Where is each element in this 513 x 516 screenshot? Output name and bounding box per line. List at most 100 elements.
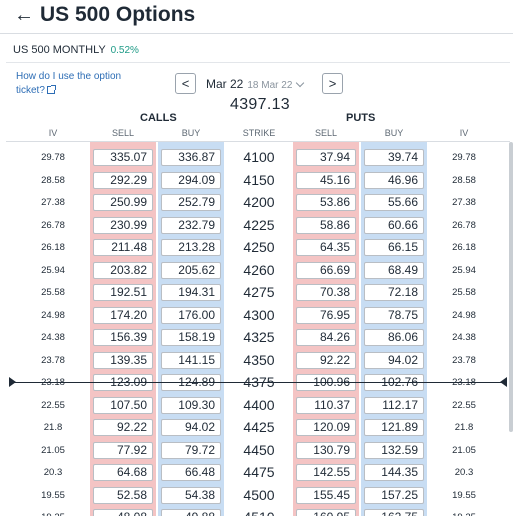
put-sell-price[interactable]: 53.86: [296, 194, 356, 211]
put-buy-price[interactable]: 162.75: [364, 509, 424, 516]
help-link-text[interactable]: How do I use the option ticket?: [16, 71, 122, 96]
col-put-buy: BUY: [384, 128, 404, 138]
put-sell-price[interactable]: 155.45: [296, 486, 356, 504]
table-row: 20.3 64.68 66.48 4475 142.55 144.35 20.3: [0, 461, 513, 484]
strike-price: 4325: [243, 329, 275, 345]
put-buy-price[interactable]: 78.75: [364, 306, 424, 324]
put-buy-price[interactable]: 144.35: [364, 464, 424, 481]
put-sell-price[interactable]: 45.16: [296, 171, 356, 189]
iv-put: 19.25: [434, 512, 494, 516]
call-sell-price[interactable]: 211.48: [93, 239, 153, 256]
calls-heading: CALLS: [140, 112, 177, 124]
call-buy-price[interactable]: 158.19: [161, 329, 221, 346]
put-sell-price[interactable]: 64.35: [296, 239, 356, 256]
iv-put: 25.94: [452, 264, 476, 276]
call-buy-price[interactable]: 176.00: [161, 306, 221, 324]
call-sell-price[interactable]: 292.29: [93, 171, 153, 189]
put-sell-price[interactable]: 120.09: [296, 419, 356, 436]
put-buy-price[interactable]: 121.89: [364, 419, 424, 436]
put-sell-price[interactable]: 142.55: [296, 464, 356, 481]
iv-put: 28.58: [452, 174, 476, 186]
prev-expiry-button[interactable]: <: [175, 73, 196, 94]
iv-call: 26.78: [41, 219, 65, 231]
next-expiry-button[interactable]: >: [322, 73, 343, 94]
call-buy-price[interactable]: 213.28: [161, 239, 221, 256]
call-sell-price[interactable]: 230.99: [93, 216, 153, 234]
put-sell-price[interactable]: 76.95: [296, 306, 356, 324]
marker-left-icon: [500, 377, 507, 387]
strike-price: 4250: [243, 239, 275, 255]
call-sell-price[interactable]: 250.99: [93, 194, 153, 211]
call-sell-price[interactable]: 335.07: [93, 149, 153, 166]
put-buy-price[interactable]: 86.06: [364, 329, 424, 346]
put-buy-price[interactable]: 72.18: [364, 284, 424, 301]
strike-price: 4150: [243, 171, 275, 188]
call-sell-price[interactable]: 52.58: [93, 486, 153, 504]
put-buy-price[interactable]: 46.96: [364, 171, 424, 189]
call-buy-price[interactable]: 336.87: [161, 149, 221, 166]
call-sell-price[interactable]: 174.20: [93, 306, 153, 324]
call-buy-price[interactable]: 79.72: [161, 441, 221, 459]
put-sell-price[interactable]: 92.22: [296, 351, 356, 369]
scrollbar[interactable]: [509, 142, 513, 432]
put-sell-price[interactable]: 160.95: [296, 509, 356, 516]
help-link[interactable]: How do I use the option ticket?: [16, 70, 126, 98]
iv-put: 26.18: [452, 242, 476, 253]
put-buy-price[interactable]: 39.74: [364, 149, 424, 166]
call-buy-price[interactable]: 66.48: [161, 464, 221, 481]
call-sell-price[interactable]: 192.51: [93, 284, 153, 301]
put-sell-price[interactable]: 130.79: [296, 441, 356, 459]
call-sell-price[interactable]: 139.35: [93, 351, 153, 369]
strike-price: 4100: [243, 149, 275, 165]
external-link-icon[interactable]: [46, 85, 56, 94]
put-buy-price[interactable]: 132.59: [364, 441, 424, 459]
table-row: 27.38 250.99 252.79 4200 53.86 55.66 27.38: [0, 191, 513, 214]
call-buy-price[interactable]: 54.38: [161, 486, 221, 504]
strike-price: 4400: [243, 396, 275, 413]
put-buy-price[interactable]: 55.66: [364, 194, 424, 211]
call-sell-price[interactable]: 156.39: [93, 329, 153, 346]
call-buy-price[interactable]: 49.88: [161, 509, 221, 516]
iv-call: 26.18: [41, 242, 65, 253]
table-row: 24.98 174.20 176.00 4300 76.95 78.75 24.98: [0, 304, 513, 327]
put-sell-price[interactable]: 37.94: [296, 149, 356, 166]
call-buy-price[interactable]: 294.09: [161, 171, 221, 189]
call-buy-price[interactable]: 252.79: [161, 194, 221, 211]
iv-put: 24.98: [452, 309, 476, 321]
put-sell-price[interactable]: 66.69: [296, 261, 356, 279]
call-sell-price[interactable]: 203.82: [93, 261, 153, 279]
expiry-select[interactable]: Mar 22 18 Mar 22: [206, 77, 305, 91]
put-buy-price[interactable]: 94.02: [364, 351, 424, 369]
put-buy-price[interactable]: 68.49: [364, 261, 424, 279]
iv-put: 26.78: [452, 219, 476, 231]
market-change: 0.52%: [110, 45, 139, 56]
expiry-selected[interactable]: Mar 22: [206, 77, 244, 91]
put-buy-price[interactable]: 60.66: [364, 216, 424, 234]
call-sell-price[interactable]: 48.08: [93, 509, 153, 516]
call-buy-price[interactable]: 194.31: [161, 284, 221, 301]
put-sell-price[interactable]: 84.26: [296, 329, 356, 346]
iv-call: 24.38: [41, 332, 65, 343]
call-buy-price[interactable]: 94.02: [161, 419, 221, 436]
call-sell-price[interactable]: 77.92: [93, 441, 153, 459]
puts-heading: PUTS: [346, 112, 376, 124]
put-buy-price[interactable]: 112.17: [364, 396, 424, 414]
put-buy-price[interactable]: 157.25: [364, 486, 424, 504]
call-sell-price[interactable]: 92.22: [93, 419, 153, 436]
put-sell-price[interactable]: 58.86: [296, 216, 356, 234]
call-sell-price[interactable]: 107.50: [93, 396, 153, 414]
call-buy-price[interactable]: 109.30: [161, 396, 221, 414]
put-buy-price[interactable]: 66.15: [364, 239, 424, 256]
put-sell-price[interactable]: 70.38: [296, 284, 356, 301]
strike-price: 4225: [243, 216, 275, 233]
chevron-down-icon[interactable]: [296, 78, 305, 88]
call-buy-price[interactable]: 141.15: [161, 351, 221, 369]
call-buy-price[interactable]: 232.79: [161, 216, 221, 234]
arrow-left-icon[interactable]: ←: [14, 4, 34, 26]
expiry-date[interactable]: 18 Mar 22: [247, 80, 293, 91]
call-buy-price[interactable]: 205.62: [161, 261, 221, 279]
put-sell-price[interactable]: 110.37: [296, 396, 356, 414]
call-sell-price[interactable]: 64.68: [93, 464, 153, 481]
table-row: 22.55 107.50 109.30 4400 110.37 112.17 22.55: [0, 394, 513, 417]
strike-price: 4500: [243, 486, 275, 503]
